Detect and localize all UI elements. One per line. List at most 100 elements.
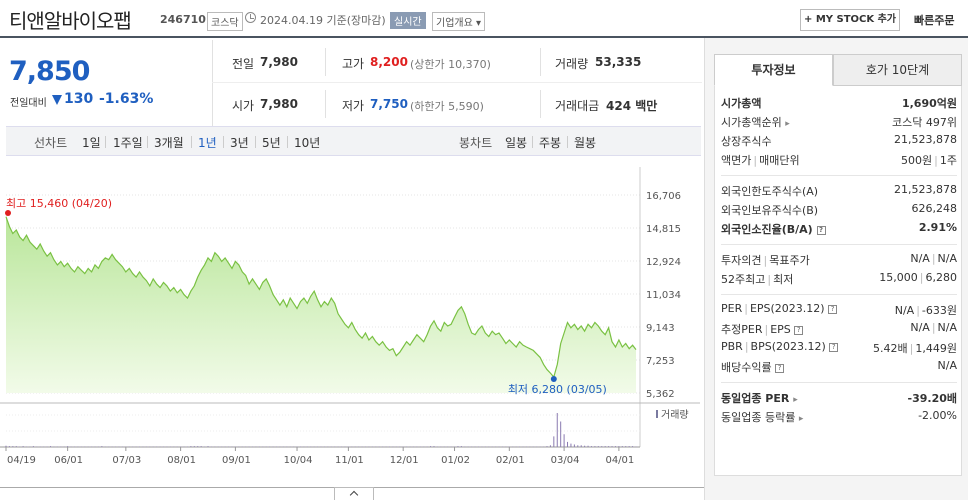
volume-bar xyxy=(299,446,301,448)
volume-bar xyxy=(337,446,339,448)
tab-invest-info[interactable]: 투자정보 xyxy=(714,54,833,86)
volume-bar xyxy=(56,446,58,448)
volume-bar xyxy=(351,446,353,448)
volume-bar xyxy=(128,446,130,448)
help-icon[interactable]: ? xyxy=(794,326,804,335)
price-area xyxy=(6,216,636,393)
volume-bar xyxy=(97,446,99,448)
divider xyxy=(212,82,702,83)
volume-bar xyxy=(262,446,264,448)
x-tick-label: 01/02 xyxy=(441,455,470,466)
volume-bar xyxy=(334,446,336,448)
volume-bar xyxy=(176,446,178,448)
volume-bar xyxy=(395,446,397,448)
volume-bar xyxy=(635,446,637,448)
volume-bar xyxy=(73,446,75,448)
help-icon[interactable]: ? xyxy=(775,364,785,373)
volume-bar xyxy=(84,446,86,448)
sector-per-link[interactable]: 동일업종 PER ▸ xyxy=(721,392,798,405)
down-arrow-icon xyxy=(52,95,62,105)
cap-rank-link[interactable]: 시가총액순위 ▸ xyxy=(721,116,790,129)
volume-legend-swatch xyxy=(656,410,658,418)
volume-bar xyxy=(210,446,212,448)
foreign-limit: 21,523,878 xyxy=(894,183,957,196)
low-label: 저가 xyxy=(342,99,365,113)
candle-weekly[interactable]: 주봉 xyxy=(539,136,562,150)
volume-bar xyxy=(590,446,592,447)
candle-monthly[interactable]: 월봉 xyxy=(574,136,597,150)
divider xyxy=(540,48,541,76)
prev-close-label: 전일 xyxy=(232,57,255,71)
volume-bar xyxy=(166,446,168,448)
tab-order-book[interactable]: 호가 10단계 xyxy=(833,54,962,86)
volume-bar xyxy=(258,446,260,448)
y-tick-label: 9,143 xyxy=(646,323,675,334)
volume-bar xyxy=(488,446,490,448)
volume-bar xyxy=(597,446,599,447)
divider xyxy=(325,90,326,118)
volume-bar xyxy=(22,446,24,447)
candle-daily[interactable]: 일봉 xyxy=(505,136,528,150)
sector-change-link[interactable]: 동일업종 등락률 ▸ xyxy=(721,411,804,424)
period-3y[interactable]: 3년 xyxy=(230,136,249,150)
corp-overview-dropdown[interactable]: 기업개요 ▾ xyxy=(432,12,485,31)
volume-bar xyxy=(173,446,175,448)
period-1d[interactable]: 1일 xyxy=(82,136,101,150)
volume-bar xyxy=(378,446,380,448)
change-percent: -1.63% xyxy=(99,91,154,107)
volume-bar xyxy=(577,445,579,447)
volume-bar xyxy=(621,446,623,447)
volume-bar xyxy=(111,446,113,448)
volume-bar xyxy=(525,446,527,448)
par-unit-label: 액면가 | 매매단위 xyxy=(721,154,800,167)
volume-bar xyxy=(450,446,452,448)
volume-bar xyxy=(443,446,445,448)
help-icon[interactable]: ? xyxy=(829,343,839,352)
volume-bar xyxy=(549,445,551,447)
volume-bar xyxy=(200,446,202,447)
candle-chart-label: 봉차트 xyxy=(459,136,493,150)
opinion-target-label: 투자의견 | 목표주가 xyxy=(721,254,810,267)
period-1y[interactable]: 1년 xyxy=(198,136,217,150)
volume-bar xyxy=(241,446,243,448)
collapse-chart-button[interactable] xyxy=(334,487,374,500)
add-mystock-button[interactable]: + MY STOCK 추가 xyxy=(800,9,900,31)
volume-bar xyxy=(614,446,616,447)
volume-bar xyxy=(265,446,267,448)
current-price: 7,850 xyxy=(9,56,90,87)
divider xyxy=(255,136,256,148)
period-3m[interactable]: 3개월 xyxy=(154,136,184,150)
period-bar: 선차트 1일 1주일 3개월 1년 3년 5년 10년 봉차트 일봉 주봉 월봉 xyxy=(6,126,701,156)
quick-order-button[interactable]: 빠른주문 xyxy=(914,14,955,27)
volume-bar xyxy=(29,446,31,448)
period-1w[interactable]: 1주일 xyxy=(113,136,143,150)
x-tick-label: 04/19 xyxy=(7,455,36,466)
help-icon[interactable]: ? xyxy=(828,305,838,314)
x-tick-label: 04/01 xyxy=(605,455,634,466)
volume-bar xyxy=(221,446,223,448)
period-5y[interactable]: 5년 xyxy=(262,136,281,150)
y-tick-label: 7,253 xyxy=(646,356,675,367)
volume-bar xyxy=(601,446,603,447)
volume-bar xyxy=(498,446,500,448)
volume-bar xyxy=(306,446,308,448)
shares: 21,523,878 xyxy=(894,133,957,146)
clock-icon xyxy=(245,12,256,23)
volume-bar xyxy=(234,446,236,448)
y-tick-label: 14,815 xyxy=(646,224,681,235)
volume-bar xyxy=(388,446,390,448)
help-icon[interactable]: ? xyxy=(816,226,826,235)
volume-bar xyxy=(36,446,38,448)
market-badge: 코스닥 xyxy=(207,12,243,31)
volume-bar xyxy=(560,421,562,447)
price-chart[interactable]: 16,70614,81512,92411,0349,1437,2535,362 … xyxy=(0,157,700,487)
volume-bar xyxy=(416,446,418,448)
volume-bar xyxy=(8,446,10,447)
volume-bar xyxy=(512,446,514,448)
period-10y[interactable]: 10년 xyxy=(294,136,321,150)
cap-rank: 코스닥 497위 xyxy=(892,116,957,129)
realtime-button[interactable]: 실시간 xyxy=(390,12,426,29)
volume-bar xyxy=(94,446,96,448)
invest-info-panel: 투자정보 호가 10단계 시가총액 1,690억원 시가총액순위 ▸ 코스닥 4… xyxy=(704,38,968,500)
volume-bar xyxy=(121,446,123,448)
